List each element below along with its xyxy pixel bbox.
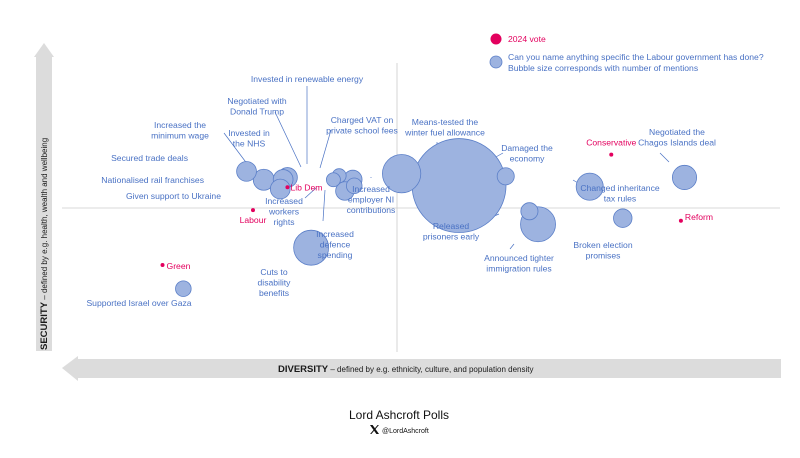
leader-line — [322, 189, 326, 222]
party-series: Conservative Lib Dem Labour Reform Green — [160, 138, 713, 271]
bubble-label-secured-trade-deals: Secured trade deals — [111, 153, 188, 163]
party-point-labour[interactable] — [250, 208, 255, 213]
security-axis-subtitle: – defined by e.g. health, wealth and wel… — [40, 138, 49, 302]
bubble-label-cuts-to-disability-benefits: Cuts to disability benefits — [258, 267, 292, 298]
bubble-label-increased-the-minimum-wage: Increased the minimum wage — [151, 120, 209, 141]
leader-line — [659, 152, 670, 163]
party-label-reform: Reform — [685, 212, 713, 222]
social-handle[interactable]: @LordAshcroft — [382, 428, 429, 435]
bubble-cuts-to-disability-benefits[interactable] — [293, 229, 330, 266]
bubble-label-given-support-to-ukraine: Given support to Ukraine — [126, 191, 221, 201]
party-label-labour: Labour — [240, 215, 267, 225]
legend: 2024 vote Can you name anything specific… — [489, 33, 764, 73]
bubble-label-invested-in-renewable-energy: Invested in renewable energy — [251, 74, 364, 84]
bubble-label-increased-workers-rights: Increased workers rights — [265, 196, 303, 227]
security-axis-title: SECURITY — [39, 301, 50, 350]
leader-line — [223, 132, 249, 166]
x-logo-icon[interactable] — [370, 425, 379, 434]
party-label-lib-dem: Lib Dem — [290, 182, 322, 192]
diversity-axis-title: DIVERSITY — [278, 364, 329, 375]
diversity-axis-label: DIVERSITY – defined by e.g. ethnicity, c… — [278, 364, 533, 375]
bubble-label-released-prisoners-early: Released prisoners early — [423, 221, 480, 242]
party-point-reform[interactable] — [678, 218, 683, 223]
bubble-given-support-to-ukraine[interactable] — [269, 178, 291, 200]
party-label-conservative: Conservative — [586, 138, 636, 148]
bubble-damaged-the-economy[interactable] — [496, 167, 515, 186]
bubble-changed-inheritance-tax-rules[interactable] — [575, 172, 604, 201]
bubble-label-increased-defence-spending: Increased defence spending — [316, 229, 354, 260]
bubble-increased-defence-spending[interactable] — [345, 177, 363, 195]
party-point-green[interactable] — [160, 263, 165, 268]
legend-bubble-label-line2: Bubble size corresponds with number of m… — [508, 63, 698, 73]
leader-line — [304, 187, 317, 199]
bubble-means-tested-the-winter-fuel-allowance[interactable] — [411, 138, 507, 233]
bubble-supported-israel-over-gaza[interactable] — [175, 280, 192, 297]
bubble-series — [175, 138, 698, 297]
bubble-label-damaged-the-economy: Damaged the economy — [501, 143, 553, 164]
bubble-labels: Invested in renewable energy Negotiated w… — [86, 74, 716, 308]
bubble-label-negotiated-with-donald-trump: Negotiated with Donald Trump — [227, 96, 286, 117]
bubble-label-negotiated-the-chagos-islands-deal: Negotiated the Chagos Islands deal — [638, 127, 716, 148]
legend-bubble-marker — [489, 55, 503, 69]
leader-line — [274, 111, 302, 168]
security-axis-label: SECURITY – defined by e.g. health, wealt… — [39, 138, 50, 350]
bubble-increased-employer-ni-contributions[interactable] — [382, 154, 422, 194]
bubble-label-changed-inheritance-tax-rules: Changed inheritance tax rules — [580, 183, 660, 204]
bubble-label-nationalised-rail-franchises: Nationalised rail franchises — [101, 175, 204, 185]
security-arrow — [34, 43, 54, 351]
bubble-label-increased-employer-ni-contributions: Increased employer NI contributions — [347, 184, 396, 215]
bubble-label-supported-israel-over-gaza: Supported Israel over Gaza — [86, 298, 191, 308]
legend-bubble-label-line1: Can you name anything specific the Labou… — [508, 52, 764, 62]
bubble-label-invested-in-the-nhs: Invested in the NHS — [228, 128, 270, 149]
legend-vote-marker — [490, 33, 502, 45]
bubble-negotiated-the-chagos-islands-deal[interactable] — [671, 164, 698, 190]
bubble-released-prisoners-early[interactable] — [520, 202, 539, 221]
bubble-broken-election-promises[interactable] — [613, 208, 633, 228]
bubble-label-charged-vat-on-private-school-fees: Charged VAT on private school fees — [326, 115, 398, 136]
diversity-axis-subtitle: – defined by e.g. ethnicity, culture, an… — [328, 365, 533, 374]
party-point-conservative[interactable] — [609, 152, 614, 157]
party-label-green: Green — [167, 261, 191, 271]
diversity-arrow — [62, 356, 781, 381]
party-point-lib-dem[interactable] — [285, 185, 290, 190]
leader-line — [319, 129, 332, 169]
bubble-label-broken-election-promises: Broken election promises — [573, 240, 632, 261]
bubble-secured-trade-deals[interactable] — [236, 161, 257, 182]
bubble-label-announced-tighter-immigration-rules: Announced tighter immigration rules — [484, 253, 554, 274]
source-credit: Lord Ashcroft Polls — [349, 408, 449, 422]
bubble-negotiated-with-donald-trump[interactable] — [326, 172, 341, 188]
bubble-label-means-tested-the-winter-fuel-allowance: Means-tested the winter fuel allowance — [404, 117, 485, 138]
leader-line — [509, 243, 515, 250]
legend-vote-label: 2024 vote — [508, 34, 546, 44]
